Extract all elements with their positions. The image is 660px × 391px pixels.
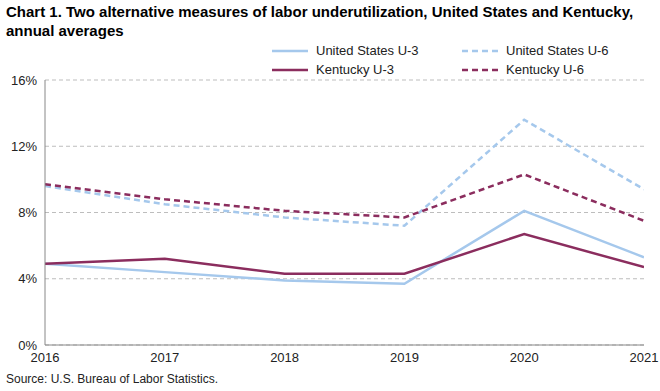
svg-text:2021: 2021 — [630, 350, 652, 365]
svg-text:2017: 2017 — [150, 350, 179, 365]
svg-text:8%: 8% — [18, 205, 37, 220]
svg-text:2019: 2019 — [390, 350, 419, 365]
svg-text:2016: 2016 — [30, 350, 60, 366]
html-text:United States U-6: United States U-6 — [506, 43, 609, 58]
svg-text:0%: 0% — [18, 338, 37, 353]
html-text:United States U-3: United States U-3 — [316, 43, 419, 58]
svg-text:12%: 12% — [11, 139, 37, 154]
html-text:Kentucky U-6: Kentucky U-6 — [506, 62, 584, 77]
html-text:Chart 1. Two alternative measu: Chart 1. Two alternative measures of lab… — [6, 3, 634, 39]
svg-text:16%: 16% — [11, 73, 37, 88]
svg-text:2018: 2018 — [270, 350, 299, 365]
html-text:Kentucky U-3: Kentucky U-3 — [316, 62, 394, 77]
svg-text:4%: 4% — [18, 271, 37, 286]
html-text:Source: U.S. Bureau of Labor S: Source: U.S. Bureau of Labor Statistics. — [6, 372, 219, 386]
svg-text:2020: 2020 — [510, 350, 539, 365]
